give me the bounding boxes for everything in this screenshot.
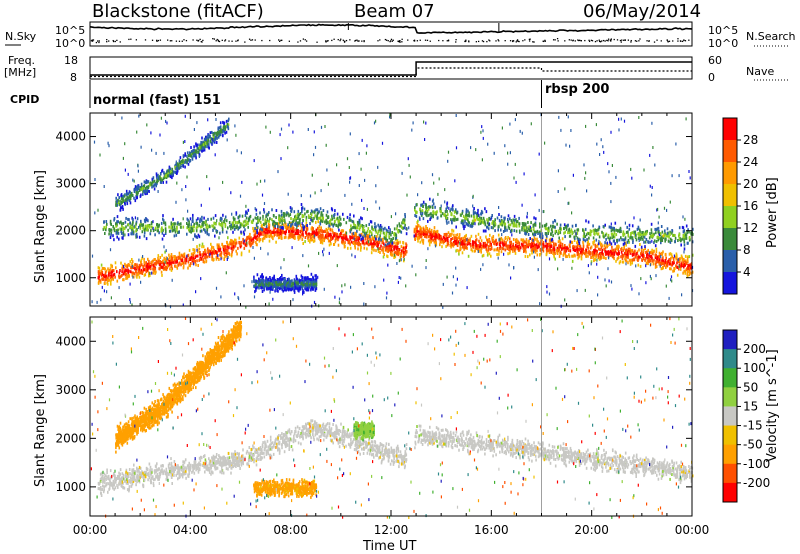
power-colorbar-swatch [723, 162, 737, 185]
x-tick-label: 04:00 [173, 523, 208, 537]
power-colorbar-tick-label: 16 [743, 199, 758, 213]
power-colorbar-swatch [723, 118, 737, 141]
frequency-trace [90, 61, 692, 76]
cpid-segment-2: rbsp 200 [545, 82, 610, 97]
radar-title: Blackstone (fitACF) [92, 1, 264, 22]
x-tick-label: 00:00 [675, 523, 710, 537]
y-tick-label: 4000 [55, 334, 86, 348]
velocity-colorbar-swatch [723, 482, 737, 503]
velocity-colorbar-tick-label: 15 [743, 399, 758, 413]
nave-label: Nave [746, 65, 775, 78]
power-colorbar-tick-label: 20 [743, 177, 758, 191]
nsearch-label: N.Search [746, 30, 796, 43]
nave-trace [90, 67, 692, 78]
velocity-colorbar-tick-label: -50 [743, 438, 763, 452]
noise-panel-frame [89, 21, 693, 47]
y-tick-label: 1000 [55, 271, 86, 285]
x-tick-label: 08:00 [273, 523, 308, 537]
velocity-colorbar-tick-label: 200 [743, 342, 766, 356]
cpid-segment-1: normal (fast) 151 [93, 93, 221, 108]
power-colorbar-swatch [723, 140, 737, 163]
nsearch-tick-bottom: 10^0 [708, 37, 739, 50]
y-tick-label: 3000 [55, 383, 86, 397]
power-colorbar-tick-label: 24 [743, 155, 758, 169]
y-tick-label: 2000 [55, 431, 86, 445]
velocity-colorbar-tick-label: 50 [743, 380, 758, 394]
power-colorbar-tick-label: 12 [743, 221, 758, 235]
nsky-tick-top: 10^5 [55, 24, 86, 37]
y-tick-label: 3000 [55, 177, 86, 191]
power-colorbar-swatch [723, 272, 737, 295]
nsky-tick-bottom: 10^0 [55, 37, 86, 50]
y-tick-label: 4000 [55, 130, 86, 144]
freq-tick-top: 18 [64, 54, 78, 67]
x-tick-label: 16:00 [474, 523, 509, 537]
x-tick-label: 00:00 [73, 523, 108, 537]
velocity-colorbar-swatch [723, 425, 737, 446]
velocity-colorbar-tick-label: -15 [743, 419, 763, 433]
velocity-colorbar-swatch [723, 444, 737, 465]
velocity-colorbar-tick-label: -200 [743, 476, 770, 490]
velocity-colorbar-tick-label: 100 [743, 361, 766, 375]
velocity-colorbar-swatch [723, 349, 737, 369]
velocity-colorbar-swatch [723, 387, 737, 407]
nsky-label: N.Sky [5, 30, 37, 43]
power-colorbar-tick-label: 28 [743, 133, 758, 147]
freq-tick-bottom: 8 [70, 71, 77, 84]
power-colorbar-swatch [723, 228, 737, 251]
noise-sky-trace [89, 23, 693, 34]
velocity-panel-frame [89, 316, 693, 517]
power-panel-frame [89, 112, 693, 307]
freq-panel-frame [89, 56, 693, 80]
nave-tick-bottom: 0 [708, 71, 715, 84]
velocity-colorbar-tick-label: -100 [743, 457, 770, 471]
velocity-colorbar-swatch [723, 368, 737, 388]
freq-unit-label: [MHz] [4, 66, 37, 79]
power-colorbar-swatch [723, 250, 737, 273]
velocity-colorbar-swatch [723, 463, 737, 484]
nsearch-tick-top: 10^5 [708, 24, 739, 37]
nave-tick-top: 60 [708, 54, 722, 67]
power-colorbar-tick-label: 4 [743, 265, 751, 279]
velocity-colorbar-frame [722, 329, 738, 503]
power-heatmap [91, 113, 694, 309]
power-colorbar-swatch [723, 206, 737, 229]
freq-label: Freq. [8, 54, 36, 67]
date-title: 06/May/2014 [583, 1, 702, 22]
x-tick-label: 12:00 [374, 523, 409, 537]
power-colorbar-tick-label: 8 [743, 243, 751, 257]
y-tick-label: 2000 [55, 224, 86, 238]
x-axis-label: Time UT [363, 539, 417, 554]
velocity-colorbar-swatch [723, 406, 737, 427]
velocity-heatmap [90, 317, 694, 519]
power-colorbar-swatch [723, 184, 737, 207]
cpid-label: CPID [10, 93, 40, 106]
beam-title: Beam 07 [354, 1, 435, 22]
noise-search-trace [90, 37, 690, 44]
velocity-colorbar-swatch [723, 330, 737, 350]
y-tick-label: 1000 [55, 480, 86, 494]
x-tick-label: 20:00 [574, 523, 609, 537]
